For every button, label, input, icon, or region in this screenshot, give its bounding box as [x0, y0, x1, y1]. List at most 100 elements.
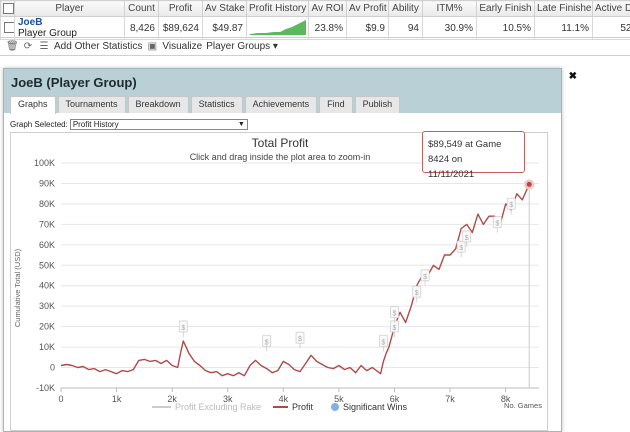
- chevron-down-icon: ▾: [272, 41, 278, 52]
- graph-selector: Graph Selected: Profit History ▼: [10, 119, 248, 130]
- close-icon[interactable]: ✖: [568, 71, 577, 82]
- early-finish-cell: 10.5%: [476, 16, 535, 40]
- trash-icon[interactable]: 🗑: [6, 41, 19, 52]
- significant-win-flag: $: [178, 320, 188, 337]
- chart-tooltip: $89,549 at Game 8424 on 11/11/2021: [422, 131, 525, 180]
- column-header[interactable]: ITM%: [422, 0, 477, 17]
- y-tick-label: 10K: [39, 342, 55, 352]
- column-header[interactable]: Active Days: [592, 0, 630, 17]
- player-cell: JoeB Player Group: [14, 16, 125, 40]
- graph-select-value: Profit History: [72, 120, 119, 129]
- significant-win-flag: $: [420, 269, 430, 286]
- tab-breakdown[interactable]: Breakdown: [127, 96, 189, 113]
- flag-box: [506, 197, 516, 210]
- column-header[interactable]: Player: [14, 0, 125, 17]
- column-header[interactable]: Count: [124, 0, 159, 17]
- chart-grid: [61, 162, 539, 389]
- flag-label: $: [509, 202, 513, 209]
- x-tick-label: 1k: [112, 394, 122, 404]
- ability-cell: 94: [388, 16, 423, 40]
- y-tick-label: 0: [50, 363, 55, 373]
- chart-legend: Profit Excluding Rake Profit Significant…: [152, 402, 408, 412]
- av-stake-cell: $49.87: [202, 16, 247, 40]
- flag-box: [378, 334, 388, 347]
- chart-subtitle: Click and drag inside the plot area to z…: [190, 152, 371, 162]
- chart-area[interactable]: Total Profit Click and drag inside the p…: [10, 132, 548, 431]
- flag-label: $: [465, 235, 469, 242]
- y-tick-label: 60K: [39, 240, 55, 250]
- flag-label: $: [393, 325, 397, 332]
- x-tick-label: 8k: [501, 394, 511, 404]
- player-group-window: JoeB (Player Group) ✖ Graphs Tournaments…: [3, 68, 577, 432]
- x-tick-label: 0: [58, 394, 63, 404]
- flag-label: $: [298, 336, 302, 343]
- tab-statistics[interactable]: Statistics: [190, 96, 243, 113]
- x-tick-label: 5k: [334, 394, 344, 404]
- y-axis-ticks: 100K 90K 80K 70K 60K 50K 40K 30K 20K 10K 0 -10K: [34, 158, 55, 393]
- column-header[interactable]: Profit: [158, 0, 203, 17]
- legend-item-excl-rake[interactable]: Profit Excluding Rake: [175, 402, 261, 412]
- y-tick-label: 20K: [39, 322, 55, 332]
- significant-win-markers: $$ $ $$$$$$$$$: [178, 197, 516, 352]
- significant-win-flag: $: [492, 216, 502, 233]
- player-group-label: Player Group: [18, 28, 77, 39]
- chart-series: [60, 179, 535, 388]
- row-checkbox[interactable]: [0, 16, 15, 40]
- y-tick-label: 100K: [34, 158, 55, 168]
- profit-line: [60, 184, 530, 377]
- significant-win-flag: $: [295, 331, 305, 349]
- flag-box: [178, 320, 188, 333]
- refresh-icon[interactable]: ⟳: [23, 41, 33, 52]
- flag-label: $: [381, 339, 385, 346]
- significant-win-flag: $: [262, 334, 272, 352]
- tab-graphs[interactable]: Graphs: [10, 96, 56, 114]
- tab-find[interactable]: Find: [319, 96, 353, 113]
- y-tick-label: 30K: [39, 301, 55, 311]
- legend-item-significant-wins[interactable]: Significant Wins: [343, 402, 408, 412]
- tab-publish[interactable]: Publish: [354, 96, 401, 113]
- add-statistics-button[interactable]: Add Other Statistics: [54, 41, 143, 52]
- flag-box: [390, 306, 399, 319]
- list-icon[interactable]: ☰: [39, 41, 49, 52]
- flag-label: $: [415, 290, 419, 297]
- tab-bar: Graphs Tournaments Breakdown Statistics …: [4, 95, 561, 114]
- tab-tournaments[interactable]: Tournaments: [57, 96, 126, 113]
- table-header-row: Player Count Profit Av Stake Profit Hist…: [0, 0, 630, 17]
- flag-label: $: [423, 274, 427, 281]
- chart-icon[interactable]: ▣: [147, 41, 158, 52]
- x-axis-ticks: 0 1k 2k 3k 4k 5k 6k 7k 8k: [58, 387, 539, 404]
- chart-title: Total Profit: [252, 136, 309, 150]
- y-axis-label: Cumulative Total (USD): [13, 248, 22, 327]
- significant-win-flag: $: [390, 306, 399, 323]
- flag-label: $: [495, 221, 499, 228]
- graph-select-dropdown[interactable]: Profit History ▼: [69, 119, 248, 130]
- select-all-checkbox[interactable]: [0, 0, 15, 17]
- column-header[interactable]: Ability: [388, 0, 423, 17]
- legend-item-profit[interactable]: Profit: [292, 402, 314, 412]
- tooltip-line-2: 11/11/2021: [428, 169, 475, 180]
- legend-swatch-significant-wins: [331, 403, 339, 411]
- flag-box: [492, 216, 502, 229]
- significant-win-flag: $: [378, 334, 388, 352]
- x-tick-label: 6k: [390, 394, 400, 404]
- column-header[interactable]: Late Finishe: [534, 0, 593, 17]
- column-header[interactable]: Av Profit: [346, 0, 389, 17]
- x-tick-label: 2k: [167, 394, 177, 404]
- graph-selected-label: Graph Selected:: [10, 120, 68, 129]
- column-header[interactable]: Av Stake: [202, 0, 247, 17]
- active-days-cell: 529: [592, 16, 630, 40]
- chevron-down-icon: ▼: [237, 121, 245, 128]
- flag-box: [295, 331, 305, 344]
- flag-label: $: [393, 311, 397, 318]
- profit-history-sparkline: [246, 16, 309, 40]
- av-profit-cell: $9.9: [346, 16, 389, 40]
- column-header[interactable]: Early Finish: [476, 0, 535, 17]
- tab-achievements[interactable]: Achievements: [244, 96, 318, 113]
- hover-point: [526, 181, 532, 187]
- player-groups-dropdown[interactable]: Player Groups ▾: [206, 41, 278, 52]
- player-name-link[interactable]: JoeB: [18, 17, 43, 29]
- column-header[interactable]: Av ROI: [308, 0, 347, 17]
- profit-chart[interactable]: Total Profit Click and drag inside the p…: [11, 133, 549, 432]
- visualize-button[interactable]: Visualize: [162, 41, 203, 52]
- column-header[interactable]: Profit History: [246, 0, 309, 17]
